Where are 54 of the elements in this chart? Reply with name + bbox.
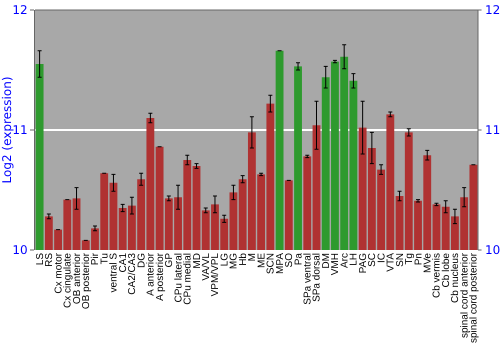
- x-tick-label: VTA: [386, 252, 397, 272]
- x-tick-label: spinal cord posterior: [468, 252, 480, 344]
- x-tick-label: Tu: [99, 253, 110, 264]
- x-tick-label: MVe: [422, 252, 434, 274]
- x-tick-label: MD: [192, 253, 203, 269]
- x-tick-label: Cx cingulate: [62, 252, 74, 308]
- y-tick-label: 12: [12, 3, 28, 18]
- x-tick-label: SCN: [266, 253, 277, 274]
- x-tick-label: Pa: [293, 252, 304, 266]
- x-tick-label: A posterior: [154, 252, 166, 301]
- x-tick-label: SO: [284, 252, 296, 268]
- x-tick-label: CPu medial: [182, 253, 194, 305]
- x-tick-label: LG: [219, 252, 230, 266]
- x-tick-label: ventral S: [108, 252, 120, 292]
- x-tick-label: LH: [348, 253, 360, 266]
- x-tick-label: SC: [367, 253, 378, 267]
- x-tick-label: DG: [136, 252, 148, 268]
- x-tick-label: Cx motor: [53, 252, 64, 294]
- y-tick-label: 10: [12, 243, 28, 258]
- x-tick-label: ME: [256, 252, 268, 268]
- x-tick-label: Arc: [339, 253, 350, 268]
- x-tick-label: CA1: [118, 252, 129, 272]
- x-tick-label: GP: [164, 252, 176, 268]
- y2-tick-label: 10: [485, 243, 500, 257]
- y-tick-label: 11: [12, 123, 28, 138]
- x-tick-label: Cb vermis: [432, 253, 443, 298]
- x-tick-label: MPA: [274, 252, 286, 274]
- x-tick-label: RS: [44, 252, 56, 267]
- x-tick-label: PAG: [358, 252, 369, 274]
- x-tick-label: LS: [34, 252, 46, 266]
- x-tick-label: Cb lobe: [440, 252, 452, 288]
- x-tick-label: VMH: [330, 253, 342, 276]
- x-tick-label: Cb nucleus: [450, 253, 462, 304]
- x-tick-label: Pn: [413, 253, 424, 266]
- x-tick-label: spinal cord anterior: [459, 252, 470, 338]
- y-axis-title: Log2 (expression): [0, 76, 14, 184]
- x-tick-label: OB posterior: [81, 252, 92, 310]
- x-tick-label: VPM/VPL: [210, 252, 222, 296]
- x-tick-label: IC: [376, 253, 388, 263]
- x-tick-label: Tg: [404, 253, 416, 265]
- x-tick-label: M: [247, 253, 258, 262]
- x-tick-label: MG: [228, 252, 240, 270]
- x-tick-label: Hb: [238, 252, 249, 266]
- x-tick-label: VA/VL: [200, 252, 212, 281]
- x-tick-label: CA2/CA3: [127, 252, 138, 295]
- x-tick-label: CPu lateral: [173, 253, 184, 302]
- x-tick-label: SPa dorsal: [312, 253, 323, 302]
- y2-tick-label: 11: [485, 123, 500, 137]
- y2-tick-label: 12: [485, 3, 500, 17]
- x-tick-label: A anterior: [146, 252, 157, 296]
- x-tick-label: Pir: [90, 252, 102, 266]
- x-tick-label: SN: [394, 253, 406, 267]
- x-tick-label: DM: [320, 253, 332, 269]
- x-tick-label: OB anterior: [72, 252, 83, 304]
